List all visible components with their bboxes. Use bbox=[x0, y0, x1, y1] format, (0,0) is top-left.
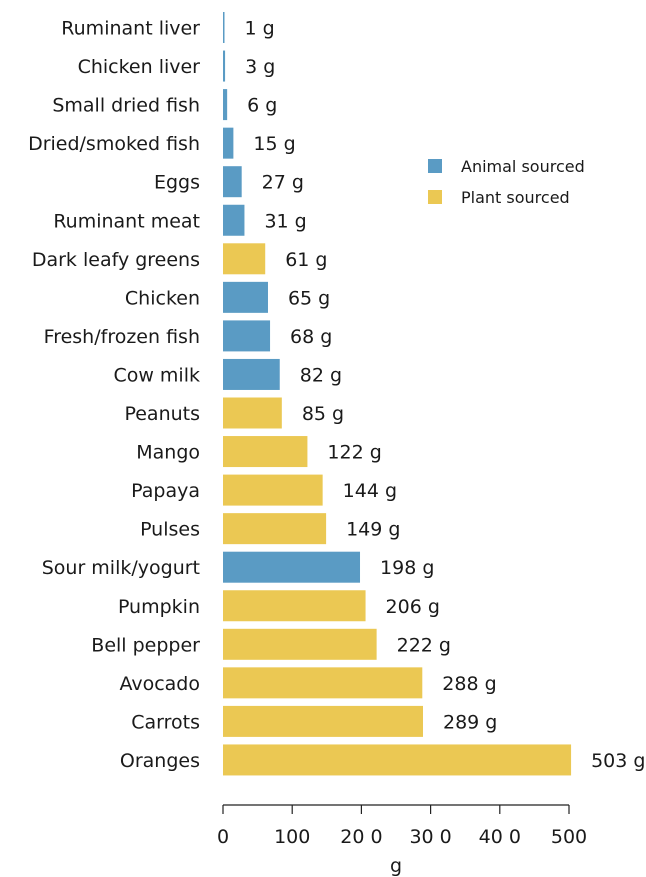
bar bbox=[223, 320, 271, 352]
bar bbox=[223, 397, 282, 429]
bar bbox=[223, 474, 323, 506]
value-label: 68 g bbox=[290, 326, 332, 348]
x-tick-label: 40 0 bbox=[479, 826, 521, 848]
category-label: Eggs bbox=[154, 172, 200, 194]
value-label: 1 g bbox=[245, 18, 275, 40]
bar bbox=[223, 243, 266, 275]
value-label: 31 g bbox=[264, 210, 306, 232]
category-label: Ruminant liver bbox=[61, 18, 200, 40]
value-label: 198 g bbox=[380, 557, 434, 579]
bar bbox=[223, 127, 234, 159]
bar bbox=[223, 89, 228, 121]
category-label: Carrots bbox=[131, 711, 200, 733]
x-tick-label: 500 bbox=[551, 826, 587, 848]
legend-swatch bbox=[428, 159, 442, 173]
legend: Animal sourced Plant sourced bbox=[428, 157, 585, 207]
bar bbox=[223, 628, 377, 660]
bar bbox=[223, 12, 225, 43]
bar bbox=[223, 551, 361, 583]
category-label: Papaya bbox=[131, 480, 200, 502]
category-label: Pulses bbox=[140, 519, 200, 541]
value-label: 3 g bbox=[245, 56, 275, 78]
category-label: Fresh/frozen fish bbox=[44, 326, 200, 348]
value-labels: 1 g 3 g 6 g 15 g 27 g 31 g 61 g 65 g 68 g 82 g 85 … bbox=[245, 18, 646, 772]
bar bbox=[223, 590, 366, 622]
x-ticks: 0 100 20 0 30 0 40 0 500 bbox=[217, 805, 587, 848]
bar bbox=[223, 358, 280, 390]
category-label: Small dried fish bbox=[52, 95, 200, 117]
category-label: Dried/smoked fish bbox=[28, 133, 200, 155]
category-label: Sour milk/yogurt bbox=[42, 557, 200, 579]
category-label: Pumpkin bbox=[118, 596, 200, 618]
value-label: 144 g bbox=[343, 480, 397, 502]
category-label: Peanuts bbox=[124, 403, 200, 425]
x-tick-label: 100 bbox=[274, 826, 310, 848]
bar bbox=[223, 436, 308, 468]
value-label: 149 g bbox=[346, 519, 400, 541]
bar bbox=[223, 281, 268, 313]
category-label: Mango bbox=[136, 442, 200, 464]
x-tick-label: 0 bbox=[217, 826, 229, 848]
value-label: 6 g bbox=[247, 95, 277, 117]
bar bbox=[223, 204, 245, 236]
category-label: Oranges bbox=[120, 750, 200, 772]
value-label: 122 g bbox=[327, 442, 381, 464]
category-label: Bell pepper bbox=[91, 634, 200, 656]
category-label: Chicken bbox=[125, 287, 200, 309]
category-label: Ruminant meat bbox=[53, 210, 200, 232]
category-label: Dark leafy greens bbox=[32, 249, 200, 271]
bar bbox=[223, 166, 242, 198]
legend-label: Animal sourced bbox=[461, 157, 585, 176]
x-axis: 0 100 20 0 30 0 40 0 500 g bbox=[217, 804, 587, 877]
value-label: 82 g bbox=[300, 364, 342, 386]
value-label: 289 g bbox=[443, 711, 497, 733]
x-tick-label: 20 0 bbox=[340, 826, 382, 848]
category-label: Chicken liver bbox=[78, 56, 201, 78]
bar bbox=[223, 705, 423, 737]
category-labels: Ruminant liver Chicken liver Small dried f… bbox=[28, 18, 200, 772]
value-label: 27 g bbox=[262, 172, 304, 194]
x-tick-label: 30 0 bbox=[409, 826, 451, 848]
value-label: 222 g bbox=[397, 634, 451, 656]
legend-label: Plant sourced bbox=[461, 188, 570, 207]
bar bbox=[223, 513, 327, 545]
bar bbox=[223, 667, 423, 699]
value-label: 65 g bbox=[288, 287, 330, 309]
value-label: 503 g bbox=[591, 750, 645, 772]
legend-swatch bbox=[428, 190, 442, 204]
value-label: 206 g bbox=[386, 596, 440, 618]
category-label: Avocado bbox=[119, 673, 200, 695]
category-label: Cow milk bbox=[113, 364, 200, 386]
x-axis-title: g bbox=[390, 855, 402, 877]
bar bbox=[223, 744, 572, 776]
value-label: 61 g bbox=[285, 249, 327, 271]
bars-group bbox=[223, 12, 572, 776]
bar bbox=[223, 50, 226, 82]
value-label: 15 g bbox=[253, 133, 295, 155]
value-label: 85 g bbox=[302, 403, 344, 425]
value-label: 288 g bbox=[442, 673, 496, 695]
